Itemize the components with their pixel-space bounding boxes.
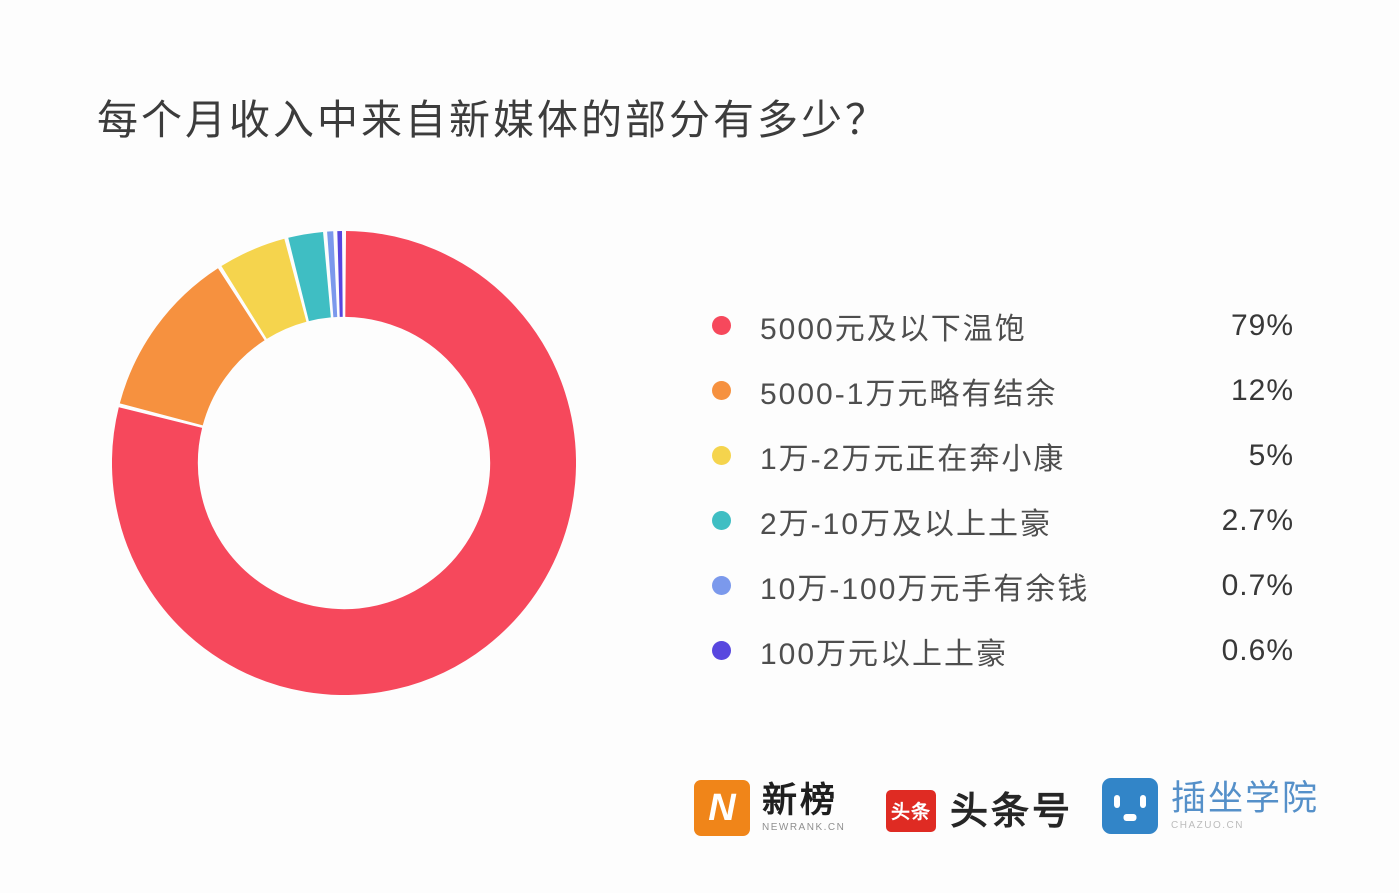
legend-dot-icon bbox=[712, 511, 731, 530]
chazuo-robot-icon bbox=[1102, 778, 1158, 834]
legend-label: 2万-10万及以上土豪 bbox=[760, 507, 1053, 541]
toutiao-logo: 头条 头条号 bbox=[886, 780, 1073, 835]
chart-segment-2 bbox=[221, 238, 308, 340]
chart-segment-0 bbox=[112, 231, 576, 695]
legend-value: 0.7% bbox=[1221, 568, 1294, 602]
donut-chart-svg bbox=[112, 231, 576, 695]
legend-item: 1万-2万元正在奔小康 5% bbox=[712, 423, 1294, 488]
legend-value: 0.6% bbox=[1221, 633, 1294, 667]
newrank-logo: N 新榜 NEWRANK.CN bbox=[694, 780, 845, 836]
chazuo-logo: 插坐学院 CHAZUO.CN bbox=[1102, 778, 1319, 834]
legend-label: 5000元及以下温饱 bbox=[760, 312, 1027, 346]
legend-item: 100万元以上土豪 0.6% bbox=[712, 618, 1294, 683]
legend-item: 10万-100万元手有余钱 0.7% bbox=[712, 553, 1294, 618]
legend-value: 79% bbox=[1230, 308, 1294, 342]
legend: 5000元及以下温饱 79% 5000-1万元略有结余 12% 1万-2万元正在奔小康 5… bbox=[712, 293, 1294, 683]
donut-chart bbox=[112, 231, 576, 695]
robot-eye-icon bbox=[1114, 795, 1120, 808]
chart-segment-1 bbox=[119, 268, 266, 427]
legend-label: 10万-100万元手有余钱 bbox=[760, 572, 1090, 606]
legend-dot-icon bbox=[712, 316, 731, 335]
legend-dot-icon bbox=[712, 381, 731, 400]
legend-item: 2万-10万及以上土豪 2.7% bbox=[712, 488, 1294, 553]
newrank-icon: N bbox=[694, 780, 750, 836]
legend-label: 1万-2万元正在奔小康 bbox=[760, 442, 1066, 476]
newrank-subtext: NEWRANK.CN bbox=[762, 822, 846, 834]
legend-value: 2.7% bbox=[1221, 503, 1294, 537]
legend-dot-icon bbox=[712, 446, 731, 465]
robot-eye-icon bbox=[1140, 795, 1146, 808]
robot-mouth-icon bbox=[1123, 814, 1137, 821]
chazuo-subtext: CHAZUO.CN bbox=[1171, 820, 1244, 832]
legend-label: 5000-1万元略有结余 bbox=[760, 377, 1058, 411]
toutiao-name: 头条号 bbox=[950, 791, 1074, 833]
legend-label: 100万元以上土豪 bbox=[760, 637, 1009, 671]
legend-value: 12% bbox=[1230, 373, 1294, 407]
newrank-name: 新榜 bbox=[762, 780, 839, 820]
legend-dot-icon bbox=[712, 576, 731, 595]
legend-dot-icon bbox=[712, 641, 731, 660]
chart-segment-3 bbox=[288, 231, 332, 322]
legend-item: 5000元及以下温饱 79% bbox=[712, 293, 1294, 358]
chazuo-name: 插坐学院 bbox=[1171, 778, 1320, 818]
legend-item: 5000-1万元略有结余 12% bbox=[712, 358, 1294, 423]
page-title: 每个月收入中来自新媒体的部分有多少？ bbox=[97, 97, 889, 143]
toutiao-icon: 头条 bbox=[886, 789, 936, 832]
legend-value: 5% bbox=[1248, 438, 1294, 472]
